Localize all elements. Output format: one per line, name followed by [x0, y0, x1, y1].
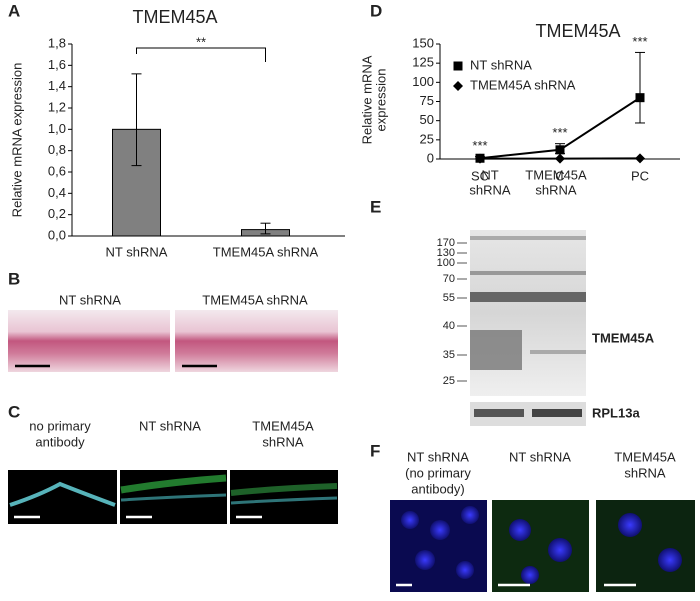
panel-c-label: no primary: [29, 418, 91, 433]
y-tick-label: 150: [412, 35, 434, 50]
panel-c-label: antibody: [35, 434, 85, 449]
western-blot: [470, 230, 586, 426]
y-tick-label: 125: [412, 55, 434, 70]
panel-b-label: NT shRNA: [59, 292, 121, 307]
marker: [555, 154, 565, 164]
panel-f-label: antibody): [411, 481, 464, 496]
legend-marker: [454, 62, 463, 71]
panel-f-label: TMEM45A: [614, 449, 676, 464]
y-axis-label: Relative mRNA: [359, 55, 374, 144]
significance-bracket: [137, 48, 266, 62]
y-tick-label: 0,8: [48, 142, 66, 157]
mw-marker: 25: [443, 375, 455, 387]
panel-c-label: TMEM45A: [252, 418, 314, 433]
y-tick-label: 1,4: [48, 78, 66, 93]
cell-images: [390, 500, 695, 592]
panel-label: C: [8, 402, 20, 421]
y-tick-label: 25: [420, 131, 434, 146]
chart-title: TMEM45A: [132, 7, 217, 27]
panel-c-label: NT shRNA: [139, 418, 201, 433]
marker: [635, 153, 645, 163]
panel-b-label: TMEM45A shRNA: [202, 292, 308, 307]
lane-label: shRNA: [469, 182, 511, 197]
y-axis-label: expression: [373, 69, 388, 132]
legend-marker: [453, 81, 463, 91]
y-tick-label: 100: [412, 74, 434, 89]
legend-label: NT shRNA: [470, 57, 532, 72]
histology-images: [8, 310, 338, 372]
y-tick-label: 50: [420, 112, 434, 127]
y-tick-label: 0,0: [48, 227, 66, 242]
panel-label: E: [370, 197, 381, 216]
panel-label: A: [8, 1, 20, 20]
y-tick-label: 1,0: [48, 121, 66, 136]
panel-f-label: NT shRNA: [509, 449, 571, 464]
y-tick-label: 0,6: [48, 163, 66, 178]
panel-f-label: shRNA: [624, 465, 666, 480]
y-tick-label: 0,2: [48, 206, 66, 221]
mw-marker: 100: [437, 257, 455, 269]
lane-label: NT: [481, 167, 498, 182]
x-tick-label: PC: [631, 168, 649, 183]
panel-f-label: NT shRNA: [407, 449, 469, 464]
mw-marker: 55: [443, 292, 455, 304]
mw-marker: 70: [443, 273, 455, 285]
x-tick-label: TMEM45A shRNA: [213, 244, 319, 259]
band-label: TMEM45A: [592, 330, 655, 345]
panel-label: B: [8, 269, 20, 288]
marker: [556, 145, 565, 154]
panel-f-label: (no primary: [405, 465, 471, 480]
immunofluorescence-sections: [8, 470, 338, 524]
y-tick-label: 1,2: [48, 99, 66, 114]
marker: [636, 93, 645, 102]
annotation: ***: [472, 138, 487, 153]
y-tick-label: 0: [427, 150, 434, 165]
panel-label: D: [370, 1, 382, 20]
y-tick-label: 75: [420, 93, 434, 108]
legend-label: TMEM45A shRNA: [470, 77, 576, 92]
panel-label: F: [370, 441, 380, 460]
y-tick-label: 1,6: [48, 57, 66, 72]
panel-c-label: shRNA: [262, 434, 304, 449]
mw-marker: 35: [443, 349, 455, 361]
annotation: ***: [552, 125, 567, 140]
y-axis-label: Relative mRNA expression: [9, 63, 24, 218]
significance-label: **: [196, 34, 206, 49]
chart-title: TMEM45A: [535, 21, 620, 41]
x-tick-label: NT shRNA: [106, 244, 168, 259]
y-tick-label: 1,8: [48, 35, 66, 50]
lane-label: TMEM45A: [525, 167, 587, 182]
y-tick-label: 0,4: [48, 185, 66, 200]
annotation: ***: [632, 34, 647, 49]
lane-label: shRNA: [535, 182, 577, 197]
mw-marker: 40: [443, 320, 455, 332]
band-label: RPL13a: [592, 405, 640, 420]
